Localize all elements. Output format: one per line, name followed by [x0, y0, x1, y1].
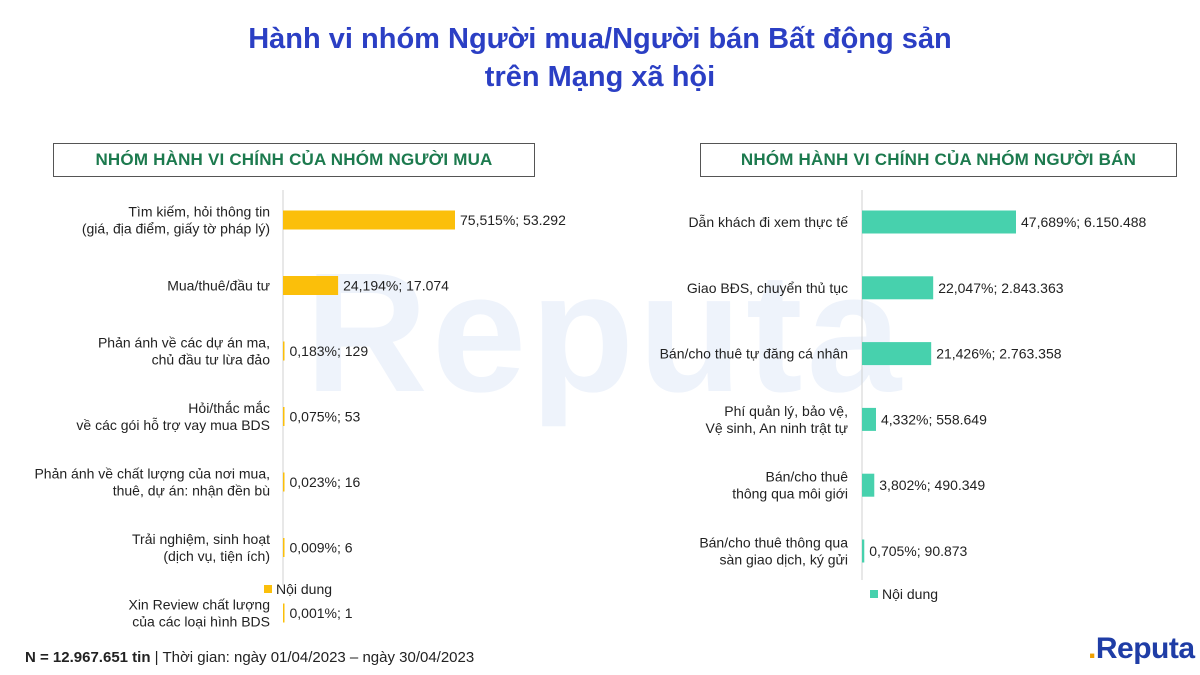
seller-value-label-6: 0,705%; 90.873	[869, 543, 967, 559]
seller-category-label-1: Dẫn khách đi xem thực tế	[688, 214, 848, 230]
buyer-value-label-5: 0,023%; 16	[290, 474, 361, 490]
seller-value-label-3: 21,426%; 2.763.358	[936, 346, 1062, 362]
seller-legend-swatch	[870, 590, 878, 598]
seller-category-label-4-line-1: Phí quản lý, bảo vệ,	[724, 403, 848, 419]
seller-value-label-1: 47,689%; 6.150.488	[1021, 214, 1147, 230]
buyer-category-label-4-line-2: về các gói hỗ trợ vay mua BDS	[76, 417, 270, 433]
buyer-bar-2	[283, 276, 339, 295]
buyer-category-label-6-line-1: Trải nghiệm, sinh hoạt	[132, 531, 270, 547]
buyer-value-label-7: 0,001%; 1	[290, 605, 353, 621]
buyer-value-label-4: 0,075%; 53	[290, 409, 361, 425]
buyer-category-label-4-line-1: Hỏi/thắc mắc	[188, 400, 270, 416]
seller-value-label-4: 4,332%; 558.649	[881, 411, 987, 427]
seller-value-label-2: 22,047%; 2.843.363	[938, 280, 1064, 296]
buyer-category-label-1-line-2: (giá, địa điểm, giấy tờ pháp lý)	[82, 221, 270, 237]
seller-bar-6	[862, 539, 865, 563]
seller-category-label-4-line-2: Vệ sinh, An ninh trật tự	[706, 420, 848, 436]
seller-category-label-3: Bán/cho thuê tự đăng cá nhân	[660, 346, 848, 362]
buyer-bar-6	[283, 538, 285, 557]
seller-chart-title: NHÓM HÀNH VI CHÍNH CỦA NHÓM NGƯỜI BÁN	[700, 143, 1177, 177]
buyer-category-label-6-line-2: (dịch vụ, tiện ích)	[163, 548, 270, 564]
sample-size: N = 12.967.651 tin	[25, 649, 151, 666]
seller-category-label-5-line-1: Bán/cho thuê	[765, 469, 848, 485]
buyer-category-label-1-line-1: Tìm kiếm, hỏi thông tin	[128, 204, 270, 220]
buyer-value-label-2: 24,194%; 17.074	[343, 278, 449, 294]
logo-text: Reputa	[1095, 632, 1195, 665]
buyer-legend-swatch	[264, 585, 272, 593]
buyer-category-label-7-line-1: Xin Review chất lượng	[128, 597, 270, 613]
buyer-value-label-1: 75,515%; 53.292	[460, 212, 566, 228]
buyer-bar-4	[283, 407, 285, 426]
buyer-category-label-5-line-2: thuê, dự án: nhận đền bù	[113, 483, 270, 499]
seller-category-label-6-line-1: Bán/cho thuê thông qua	[699, 535, 848, 551]
buyer-category-label-5-line-1: Phản ánh về chất lượng của nơi mua,	[34, 466, 270, 482]
buyer-category-label-7-line-2: của các loại hình BDS	[132, 614, 270, 630]
time-range: | Thời gian: ngày 01/04/2023 – ngày 30/0…	[150, 649, 475, 666]
seller-category-label-2: Giao BĐS, chuyển thủ tục	[687, 280, 848, 296]
buyer-category-label-3-line-1: Phản ánh về các dự án ma,	[98, 335, 270, 351]
logo-dot: .	[1088, 632, 1096, 665]
page-title: Hành vi nhóm Người mua/Người bán Bất độn…	[0, 20, 1200, 96]
seller-legend-label: Nội dung	[882, 586, 938, 602]
seller-bar-2	[862, 276, 934, 300]
seller-bar-4	[862, 407, 876, 431]
title-line-1: Hành vi nhóm Người mua/Người bán Bất độn…	[248, 23, 952, 55]
buyer-value-label-3: 0,183%; 129	[290, 343, 369, 359]
buyer-bar-1	[283, 210, 455, 230]
seller-bar-5	[862, 473, 875, 497]
seller-category-label-6-line-2: sàn giao dịch, ký gửi	[720, 552, 848, 568]
buyer-bar-3	[283, 341, 285, 361]
buyer-bar-chart: 75,515%; 53.292 Tìm kiếm, hỏi thông tin(g…	[34, 190, 566, 630]
reputa-logo: .Reputa	[1088, 632, 1195, 666]
watermark-logo: Reputa	[305, 238, 906, 428]
footer-note: N = 12.967.651 tin | Thời gian: ngày 01/…	[25, 649, 474, 666]
seller-value-label-5: 3,802%; 490.349	[879, 477, 985, 493]
seller-category-label-5-line-2: thông qua môi giới	[732, 486, 848, 502]
seller-bar-chart: 47,689%; 6.150.488 Dẫn khách đi xem thực …	[660, 190, 1147, 602]
seller-bar-3	[862, 342, 932, 366]
buyer-category-label-3-line-2: chủ đầu tư lừa đảo	[152, 352, 271, 368]
buyer-category-label-2: Mua/thuê/đầu tư	[167, 278, 270, 294]
seller-bar-1	[862, 210, 1016, 234]
buyer-value-label-6: 0,009%; 6	[290, 540, 353, 556]
buyer-legend-label: Nội dung	[276, 581, 332, 597]
title-line-2: trên Mạng xã hội	[484, 61, 716, 93]
buyer-bar-5	[283, 472, 285, 492]
buyer-bar-7	[283, 603, 285, 623]
buyer-chart-title: NHÓM HÀNH VI CHÍNH CỦA NHÓM NGƯỜI MUA	[53, 143, 535, 177]
